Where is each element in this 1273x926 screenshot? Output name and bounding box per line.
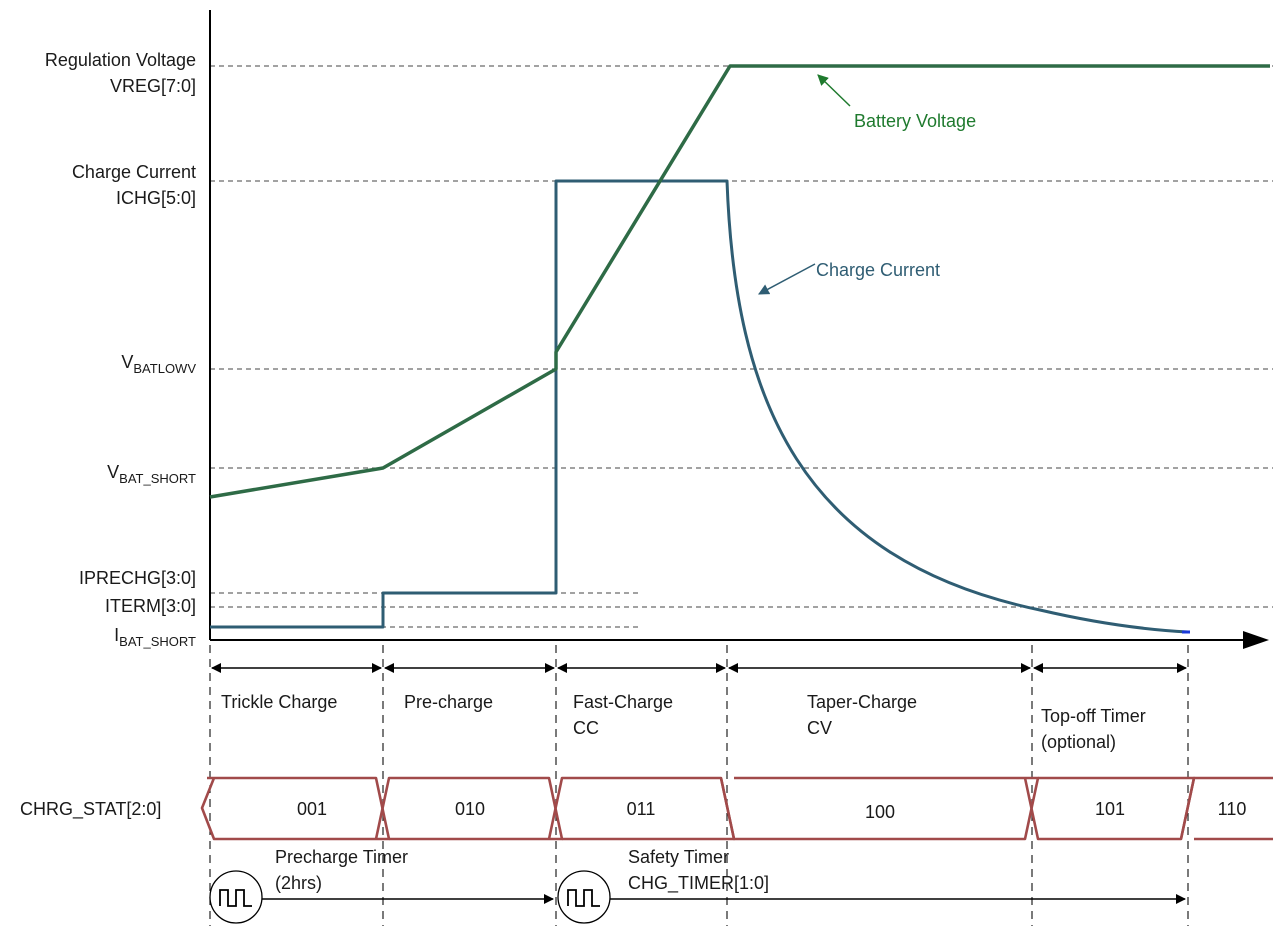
stat-code-100: 100	[865, 802, 895, 822]
phase-4-label-line2: CV	[807, 718, 832, 738]
vbatlowv-label-main: V	[121, 352, 133, 372]
phase-5-label-line2: (optional)	[1041, 732, 1116, 752]
ichg-label-line2: ICHG[5:0]	[116, 188, 196, 208]
battery-voltage-annotation: Battery Voltage	[854, 111, 976, 131]
precharge-timer-label-line2: (2hrs)	[275, 873, 322, 893]
vbatshort-label: VBAT_SHORT	[107, 462, 196, 486]
stat-code-110: 110	[1218, 799, 1247, 819]
bus-segment-001	[200, 776, 391, 841]
ichg-label-line1: Charge Current	[72, 162, 196, 182]
vreg-label-line1: Regulation Voltage	[45, 50, 196, 70]
ibatshort-label: IBAT_SHORT	[114, 625, 196, 649]
safety-timer: Safety Timer CHG_TIMER[1:0]	[557, 847, 1186, 924]
precharge-timer: Precharge Timer (2hrs)	[209, 847, 554, 924]
phase-3-label-line2: CC	[573, 718, 599, 738]
bus-segment-010	[374, 776, 564, 841]
bus-segment-110	[1179, 776, 1273, 841]
ibatshort-label-main: I	[114, 625, 119, 645]
safety-timer-label-line2: CHG_TIMER[1:0]	[628, 873, 769, 894]
stat-code-101: 101	[1095, 799, 1125, 819]
chrg-stat-bus: 001 010 011 100 101 110	[200, 776, 1273, 841]
stat-code-011: 011	[627, 799, 656, 819]
vbatlowv-label-sub: BATLOWV	[133, 361, 196, 376]
chrg-stat-label: CHRG_STAT[2:0]	[20, 799, 161, 820]
phase-labels: Trickle Charge Pre-charge Fast-Charge CC…	[221, 692, 1146, 752]
charge-current-annotation: Charge Current	[816, 260, 940, 280]
vbatshort-label-main: V	[107, 462, 119, 482]
vbatshort-label-sub: BAT_SHORT	[119, 471, 196, 486]
ibatshort-label-sub: BAT_SHORT	[119, 634, 196, 649]
iprechg-label: IPRECHG[3:0]	[79, 568, 196, 588]
charge-current-curve	[210, 179, 1189, 634]
safety-timer-label-line1: Safety Timer	[628, 847, 729, 867]
bus-segment-100	[719, 776, 1040, 841]
vbatlowv-label: VBATLOWV	[121, 352, 196, 376]
reference-lines	[210, 65, 1273, 628]
safety-timer-pulse-glyph	[567, 889, 600, 907]
phase-5-label-line1: Top-off Timer	[1041, 706, 1146, 726]
precharge-timer-pulse-glyph	[219, 889, 252, 907]
precharge-timer-label-line1: Precharge Timer	[275, 847, 408, 867]
iterm-label: ITERM[3:0]	[105, 596, 196, 616]
vreg-label-line2: VREG[7:0]	[110, 76, 196, 96]
battery-voltage-pointer	[817, 74, 851, 107]
x-axis-arrowhead	[1243, 631, 1269, 649]
phase-2-label: Pre-charge	[404, 692, 493, 712]
phase-4-label-line1: Taper-Charge	[807, 692, 917, 712]
y-axis-labels: Regulation Voltage VREG[7:0] Charge Curr…	[45, 50, 196, 649]
stat-code-001: 001	[297, 799, 327, 819]
charge-current-pointer	[758, 263, 816, 295]
stat-code-010: 010	[455, 799, 485, 819]
phase-3-label-line1: Fast-Charge	[573, 692, 673, 712]
battery-voltage-curve	[209, 64, 1270, 499]
phase-1-label: Trickle Charge	[221, 692, 337, 712]
